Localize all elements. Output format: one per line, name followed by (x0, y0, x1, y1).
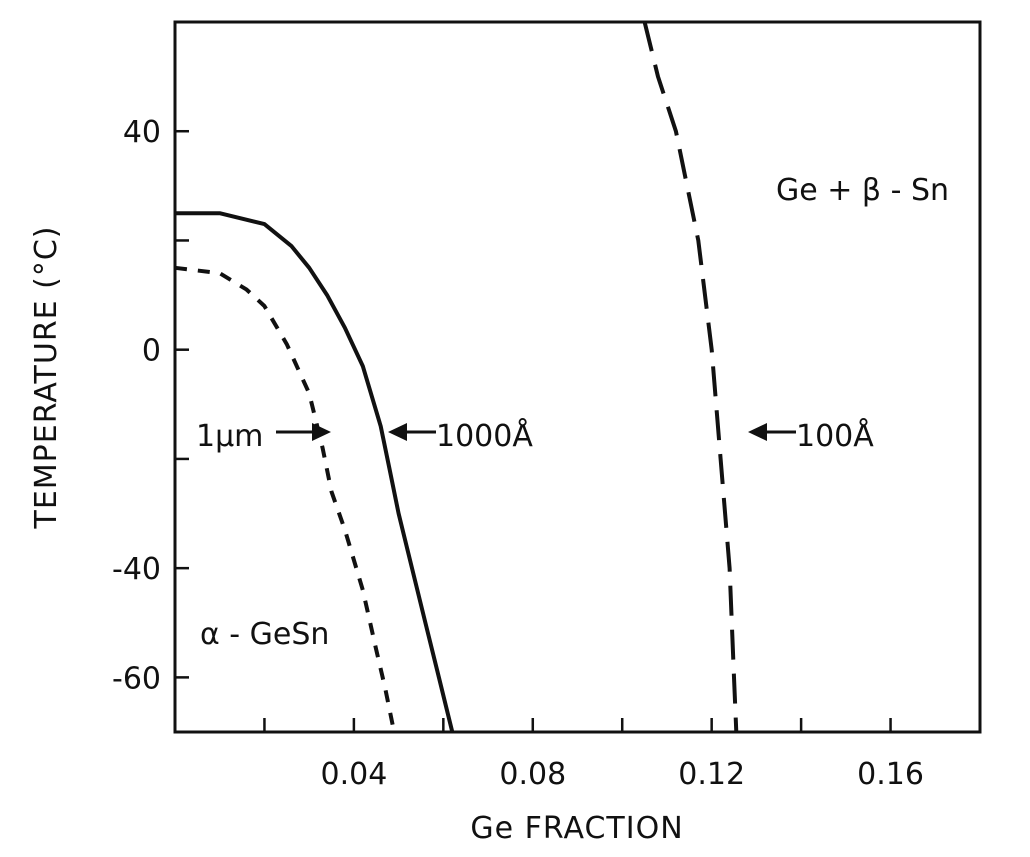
y-axis-ticks: -60 -40 0 40 (112, 115, 189, 696)
arrowhead-100 (748, 423, 767, 441)
region-label-alpha-gesn: α - GeSn (200, 617, 329, 652)
label-1000: 1000Å (436, 418, 533, 454)
y-tick-label: -60 (112, 661, 161, 696)
plot-frame (173, 20, 982, 734)
y-tick-label: 40 (123, 115, 161, 150)
arrowhead-1000 (388, 423, 407, 441)
series-line (642, 21, 739, 733)
series-line (175, 211, 455, 733)
y-tick-label: 0 (142, 334, 161, 369)
x-tick-label: 0.12 (678, 757, 745, 792)
region-label-ge-beta-sn: Ge + β - Sn (776, 173, 949, 208)
x-tick-label: 0.04 (320, 757, 387, 792)
label-1um: 1μm (196, 419, 263, 454)
annotations-layer: 1μm 1000Å 100Å Ge + β - Sn α - GeSn (196, 173, 949, 652)
series-layer (174, 21, 739, 733)
y-axis-title: TEMPERATURE (°C) (29, 225, 64, 529)
label-100: 100Å (796, 418, 874, 454)
arrowhead-1um (312, 423, 331, 441)
series-line (174, 265, 397, 733)
y-tick-label: -40 (112, 552, 161, 587)
x-axis-title: Ge FRACTION (470, 811, 683, 846)
x-tick-label: 0.16 (857, 757, 924, 792)
x-tick-label: 0.08 (499, 757, 566, 792)
x-axis-ticks: 0.04 0.08 0.12 0.16 (263, 718, 924, 792)
